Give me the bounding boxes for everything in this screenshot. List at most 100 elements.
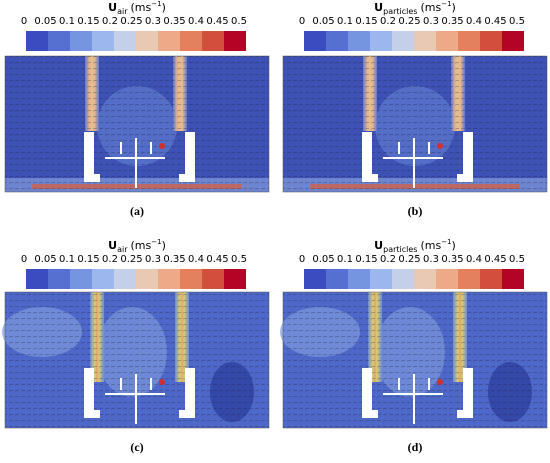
colorbar-swatch (480, 31, 502, 51)
colorbar-tick-label: 0.2 (102, 254, 118, 265)
colorbar-tick-label: 0.35 (441, 16, 463, 27)
obstacle (135, 374, 137, 424)
colorbar-swatch (414, 31, 436, 51)
unit: (ms (130, 1, 151, 14)
subscript: air (117, 7, 128, 16)
colorbar-title: Uparticles (ms−1) (374, 238, 456, 254)
colorbar-tick-label: 0.1 (337, 16, 353, 27)
colorbar-swatch (502, 31, 524, 51)
colorbar-tick-label: 0.3 (423, 16, 439, 27)
colorbar-tick-label: 0 (21, 16, 27, 27)
colorbar-swatch (348, 269, 370, 289)
image-frame (282, 291, 548, 429)
obstacle (428, 378, 430, 390)
colorbar-tick-label: 0.2 (102, 16, 118, 27)
colorbar-title: Uair (ms−1) (108, 238, 166, 254)
colorbar-swatch (70, 31, 92, 51)
colorbar-swatch (392, 269, 414, 289)
colorbar-swatch (392, 31, 414, 51)
colorbar-tick-label: 0.15 (355, 16, 377, 27)
obstacle (413, 138, 415, 188)
unit: (ms (130, 239, 151, 252)
colorbar-tick-label: 0.2 (380, 16, 396, 27)
panel: Uair (ms−1)0 0.05 0.1 0.15 0.2 0.25 0.3 0.35 0.4 0… (4, 0, 270, 218)
colorbar-tick-label: 0.05 (34, 16, 56, 27)
colorbar-swatch (92, 269, 114, 289)
colorbar-tick-label: 0.4 (188, 254, 204, 265)
colorbar-swatch (458, 31, 480, 51)
colorbar-tick-label: 0.3 (145, 16, 161, 27)
caption: (b) (408, 204, 423, 218)
colorbar-tick-label: 0.15 (77, 16, 99, 27)
image-frame (4, 55, 270, 193)
colorbar-tick-label: 0 (299, 16, 305, 27)
obstacle (457, 368, 473, 418)
colorbar-swatch (136, 31, 158, 51)
colorbar-tick-label: 0.05 (312, 16, 334, 27)
colorbar-swatch (114, 31, 136, 51)
colorbar-swatch (70, 269, 92, 289)
subscript: air (117, 245, 128, 254)
colorbar-swatch (436, 31, 458, 51)
obstacle (428, 142, 430, 154)
image-frame (4, 291, 270, 429)
obstacle (84, 368, 100, 418)
colorbar-swatch (158, 31, 180, 51)
colorbar-tick-label: 0.35 (163, 254, 185, 265)
hotspot (159, 379, 165, 385)
colorbar-tick-label: 0.45 (484, 16, 506, 27)
unit: (ms (420, 1, 441, 14)
hotspot (437, 143, 443, 149)
hotspot (437, 379, 443, 385)
colorbar-swatch (304, 31, 326, 51)
colorbar-title: Uparticles (ms−1) (374, 0, 456, 16)
obstacle (120, 142, 122, 154)
colorbar-swatch (326, 269, 348, 289)
colorbar-swatch (92, 31, 114, 51)
colorbar-swatch (114, 269, 136, 289)
exponent: −1 (441, 0, 451, 8)
colorbar-tick-label: 0.25 (398, 16, 420, 27)
obstacle (457, 132, 473, 182)
colorbar-tick-label: 0.45 (206, 254, 228, 265)
obstacle (150, 378, 152, 390)
obstacle (362, 368, 378, 418)
subscript: particles (383, 7, 417, 16)
image-frame (282, 55, 548, 193)
obstacle (179, 368, 195, 418)
obstacle (362, 132, 378, 182)
colorbar-swatch (370, 31, 392, 51)
colorbar-tick-label: 0.1 (337, 254, 353, 265)
obstacle (105, 157, 165, 159)
subscript: particles (383, 245, 417, 254)
colorbar-swatch (26, 31, 48, 51)
caption: (a) (130, 204, 144, 218)
panel: Uparticles (ms−1)0 0.05 0.1 0.15 0.2 0.25 0.3 0.… (280, 238, 548, 454)
colorbar-swatch (48, 31, 70, 51)
obstacle (398, 142, 400, 154)
symbol: U (374, 1, 383, 14)
colorbar-tick-label: 0.2 (380, 254, 396, 265)
colorbar-tick-label: 0.35 (163, 16, 185, 27)
colorbar-tick-label: 0.25 (398, 254, 420, 265)
colorbar-swatch (180, 31, 202, 51)
colorbar-tick-label: 0.15 (355, 254, 377, 265)
colorbar-swatch (158, 269, 180, 289)
colorbar-swatch (370, 269, 392, 289)
obstacle (105, 393, 165, 395)
colorbar-tick-label: 0 (21, 254, 27, 265)
colorbar-tick-label: 0.05 (312, 254, 334, 265)
colorbar-tick-label: 0.25 (120, 254, 142, 265)
unit-close: ) (452, 239, 456, 252)
colorbar-tick-label: 0.4 (188, 16, 204, 27)
symbol: U (108, 1, 117, 14)
obstacle (383, 157, 443, 159)
unit: (ms (420, 239, 441, 252)
colorbar-swatch (48, 269, 70, 289)
colorbar-tick-label: 0.45 (206, 16, 228, 27)
unit-close: ) (162, 1, 166, 14)
colorbar-swatch (224, 31, 246, 51)
colorbar-tick-label: 0.45 (484, 254, 506, 265)
